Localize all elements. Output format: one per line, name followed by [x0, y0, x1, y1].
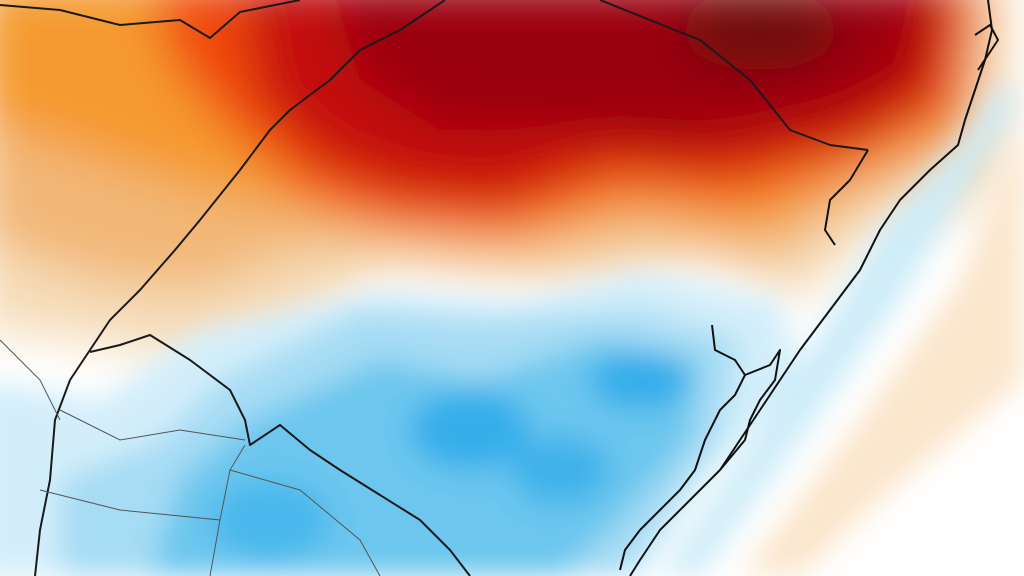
border — [0, 0, 301, 39]
cool-field — [0, 80, 1024, 576]
internal-borders — [0, 339, 381, 576]
deep-red — [680, 0, 840, 70]
border — [59, 409, 246, 441]
border — [34, 0, 446, 576]
border — [39, 489, 221, 576]
coastline — [619, 0, 999, 576]
coast — [629, 0, 993, 576]
borders — [0, 0, 869, 576]
border — [229, 469, 381, 576]
coastal-blue — [660, 80, 1020, 576]
deep-blue — [210, 480, 330, 560]
coast — [824, 149, 869, 246]
border — [0, 339, 61, 421]
border — [599, 0, 869, 151]
lagoon — [974, 24, 999, 71]
deep-blue — [510, 435, 610, 505]
border — [89, 334, 471, 576]
ocean-warm — [740, 120, 1024, 576]
deep-blue — [590, 350, 690, 410]
deep-blue — [410, 390, 530, 470]
lagoon — [619, 324, 781, 571]
